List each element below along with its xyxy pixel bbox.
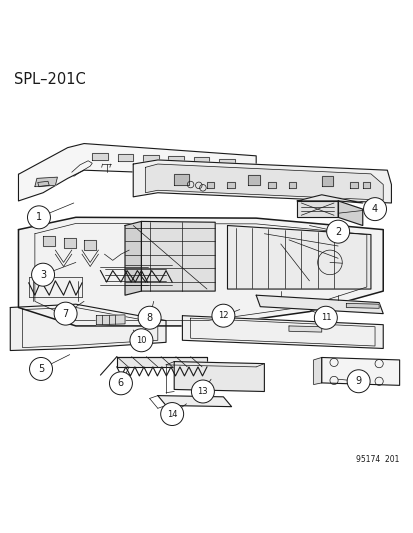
Circle shape: [109, 372, 132, 395]
Polygon shape: [297, 195, 362, 203]
Text: 9: 9: [355, 376, 361, 386]
Polygon shape: [10, 304, 166, 351]
Text: 6: 6: [118, 378, 124, 389]
Polygon shape: [288, 326, 321, 332]
Text: 5: 5: [38, 364, 44, 374]
Polygon shape: [168, 156, 184, 164]
Polygon shape: [43, 236, 55, 246]
Polygon shape: [174, 361, 264, 392]
Polygon shape: [64, 238, 76, 248]
Polygon shape: [84, 240, 96, 250]
Polygon shape: [349, 182, 357, 188]
Polygon shape: [337, 201, 362, 225]
Text: 14: 14: [166, 409, 177, 418]
Text: SPL–201C: SPL–201C: [14, 72, 86, 87]
Polygon shape: [141, 221, 215, 291]
Polygon shape: [227, 225, 370, 289]
Circle shape: [191, 380, 214, 403]
Text: 4: 4: [371, 204, 377, 214]
Polygon shape: [182, 316, 382, 349]
Text: 8: 8: [146, 313, 152, 322]
Polygon shape: [143, 155, 158, 163]
Text: 1: 1: [36, 212, 42, 222]
Polygon shape: [133, 160, 390, 203]
Circle shape: [27, 206, 50, 229]
Text: 7: 7: [62, 309, 69, 319]
Circle shape: [160, 402, 183, 425]
Text: 95174  201: 95174 201: [355, 455, 399, 464]
Text: 13: 13: [197, 387, 208, 396]
Polygon shape: [362, 182, 369, 188]
Polygon shape: [19, 217, 382, 326]
Circle shape: [347, 370, 369, 393]
Polygon shape: [247, 175, 260, 185]
Text: 3: 3: [40, 270, 46, 280]
Polygon shape: [145, 164, 382, 200]
Polygon shape: [19, 143, 256, 201]
Polygon shape: [288, 182, 296, 188]
Circle shape: [29, 358, 52, 381]
Polygon shape: [206, 182, 214, 188]
Polygon shape: [346, 303, 378, 308]
Polygon shape: [125, 221, 141, 295]
Text: 11: 11: [320, 313, 330, 322]
Polygon shape: [321, 176, 332, 186]
Polygon shape: [256, 295, 382, 313]
Polygon shape: [92, 152, 107, 160]
Polygon shape: [38, 181, 49, 187]
Polygon shape: [193, 157, 209, 165]
Circle shape: [31, 263, 55, 286]
Polygon shape: [96, 315, 125, 325]
Circle shape: [54, 302, 77, 325]
Polygon shape: [117, 154, 133, 161]
Polygon shape: [116, 357, 206, 367]
Text: 10: 10: [136, 336, 146, 345]
Circle shape: [211, 304, 234, 327]
Polygon shape: [321, 358, 399, 385]
Circle shape: [138, 306, 161, 329]
Circle shape: [363, 198, 386, 221]
Polygon shape: [219, 159, 234, 166]
Polygon shape: [157, 395, 231, 407]
Circle shape: [313, 306, 337, 329]
Polygon shape: [268, 182, 275, 188]
Circle shape: [130, 329, 152, 352]
Polygon shape: [297, 201, 337, 217]
Circle shape: [326, 220, 349, 243]
Polygon shape: [313, 358, 321, 384]
Text: 2: 2: [334, 227, 340, 237]
Polygon shape: [174, 174, 188, 184]
Polygon shape: [227, 182, 234, 188]
Text: 12: 12: [218, 311, 228, 320]
Polygon shape: [35, 177, 57, 187]
